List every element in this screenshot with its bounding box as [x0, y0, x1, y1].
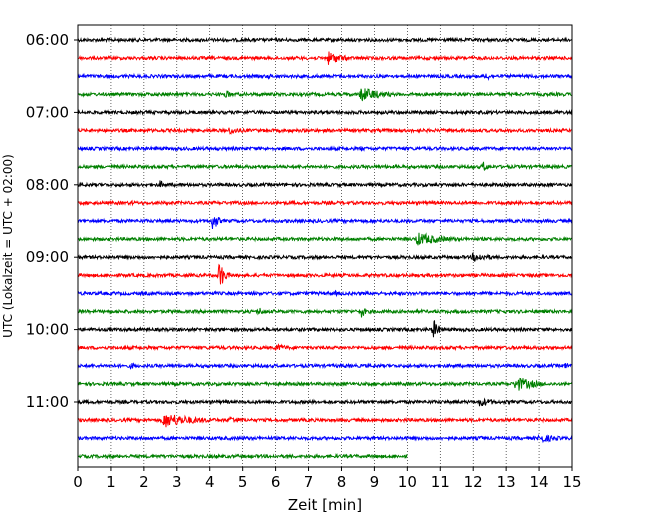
seismic-trace	[77, 36, 573, 44]
x-tick-label: 11	[431, 473, 450, 491]
y-axis-label: UTC (Lokalzeit = UTC + 02:00)	[1, 154, 15, 338]
x-tick-label: 6	[271, 473, 281, 491]
seismic-trace	[77, 433, 573, 444]
seismic-trace	[77, 88, 573, 102]
seismic-trace	[77, 397, 573, 407]
x-tick-label: 4	[205, 473, 215, 491]
seismic-trace	[77, 145, 573, 153]
y-tick-label: 08:00	[26, 176, 69, 194]
seismic-trace	[77, 452, 408, 460]
y-tick-label: 09:00	[26, 248, 69, 266]
seismic-trace	[77, 320, 573, 338]
x-tick-label: 12	[464, 473, 483, 491]
seismic-trace	[77, 161, 573, 171]
y-axis-ticks: 06:00 07:00 08:00 09:00 10:00 11:00	[26, 31, 78, 411]
x-tick-label: 5	[238, 473, 248, 491]
seismic-trace	[77, 251, 573, 262]
seismic-traces	[77, 36, 573, 460]
y-tick-label: 07:00	[26, 103, 69, 121]
x-tick-label: 8	[337, 473, 347, 491]
seismic-trace	[77, 289, 573, 298]
x-axis-label: Zeit [min]	[288, 496, 362, 514]
seismic-trace	[77, 51, 573, 65]
y-tick-label: 10:00	[26, 321, 69, 339]
x-tick-label: 14	[530, 473, 549, 491]
seismic-trace	[77, 199, 573, 207]
x-tick-label: 7	[304, 473, 314, 491]
seismic-trace	[77, 362, 573, 370]
x-tick-label: 1	[106, 473, 116, 491]
x-tick-label: 13	[497, 473, 516, 491]
seismic-trace	[77, 307, 573, 318]
seismic-trace	[77, 217, 573, 229]
x-tick-label: 2	[139, 473, 149, 491]
x-tick-label: 3	[172, 473, 182, 491]
seismic-trace	[77, 126, 573, 135]
x-axis-ticks: 0 1 2 3 4 5 6 7 8 9 10 11 12 13 14 15	[73, 467, 582, 491]
y-tick-label: 06:00	[26, 31, 69, 49]
x-tick-label: 10	[398, 473, 417, 491]
x-tick-label: 15	[562, 473, 581, 491]
seismic-trace	[77, 108, 573, 116]
seismic-trace	[77, 180, 573, 189]
seismic-trace	[77, 377, 573, 391]
x-tick-label: 9	[370, 473, 380, 491]
seismic-trace	[77, 263, 573, 285]
seismic-trace	[77, 232, 573, 246]
seismic-trace	[77, 414, 573, 428]
plot-frame	[77, 24, 573, 468]
seismic-trace	[77, 72, 573, 81]
y-tick-label: 11:00	[26, 393, 69, 411]
seismic-trace	[77, 343, 573, 352]
x-tick-label: 0	[73, 473, 83, 491]
